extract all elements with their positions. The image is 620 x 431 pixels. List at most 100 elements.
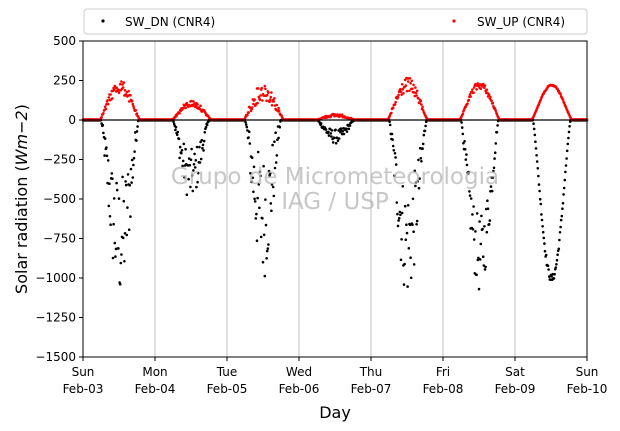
watermark: Grupo de Micrometeorologia IAG / USP (171, 164, 499, 215)
point (399, 258, 403, 262)
point (182, 142, 186, 146)
point (264, 87, 267, 91)
point (399, 90, 403, 93)
point (269, 95, 273, 99)
point (421, 142, 425, 146)
y-tick-label-1: 250 (53, 74, 76, 88)
point (125, 233, 129, 237)
point (178, 145, 182, 149)
point (267, 169, 271, 173)
point (267, 91, 270, 94)
point (414, 184, 417, 188)
point (250, 106, 254, 109)
point (327, 130, 330, 134)
point (337, 137, 341, 140)
point (265, 99, 268, 103)
point (104, 107, 108, 111)
point (193, 166, 197, 169)
point (496, 124, 499, 127)
point (494, 142, 498, 145)
point (392, 149, 396, 152)
x-tick-date-5: Feb-08 (423, 382, 464, 396)
point (406, 80, 410, 83)
point (467, 170, 471, 174)
point (418, 177, 421, 180)
point (181, 106, 185, 110)
point (476, 258, 480, 262)
point (112, 88, 116, 91)
point (424, 124, 427, 128)
y-tick-label-5: −750 (43, 232, 76, 246)
point (412, 263, 416, 266)
point (198, 161, 202, 164)
point (408, 223, 412, 227)
point (334, 141, 338, 145)
point (487, 93, 491, 97)
point (419, 157, 423, 160)
point (340, 113, 344, 116)
point (410, 79, 414, 83)
point (185, 193, 189, 196)
point (274, 131, 277, 134)
point (475, 273, 478, 277)
point (541, 230, 545, 234)
point (483, 268, 487, 271)
point (485, 230, 489, 234)
point (253, 200, 257, 203)
point (275, 154, 279, 157)
point (330, 129, 334, 132)
point (565, 157, 568, 160)
point (273, 166, 277, 170)
point (421, 109, 425, 112)
point (464, 158, 468, 161)
point (252, 190, 255, 194)
point (202, 149, 205, 152)
point (174, 128, 177, 132)
point (267, 243, 270, 246)
point (463, 148, 467, 151)
point (261, 260, 265, 264)
point (403, 262, 406, 266)
point (250, 180, 253, 184)
y-tick-label-8: −1500 (35, 350, 76, 364)
point (188, 163, 192, 167)
point (178, 156, 181, 160)
point (481, 82, 485, 86)
point (134, 109, 138, 112)
point (397, 219, 400, 222)
point (556, 253, 559, 256)
point (187, 177, 190, 181)
point (272, 100, 276, 103)
point (201, 143, 205, 147)
point (112, 197, 116, 200)
point (270, 91, 273, 94)
point (393, 174, 396, 177)
point (272, 194, 276, 198)
point (414, 91, 418, 95)
y-tick-label-6: −1000 (35, 271, 76, 285)
point (562, 193, 565, 196)
point (397, 93, 400, 97)
point (196, 103, 199, 106)
point (396, 224, 400, 228)
point (255, 239, 259, 242)
point (319, 122, 323, 125)
point (330, 135, 333, 138)
point (417, 186, 421, 190)
legend-marker-sw-up (452, 19, 456, 23)
point (559, 93, 562, 96)
point (277, 106, 280, 110)
point (263, 84, 267, 88)
point (544, 253, 548, 257)
point (274, 161, 278, 164)
point (483, 86, 486, 89)
point (117, 247, 120, 250)
point (416, 179, 420, 183)
point (201, 146, 204, 150)
point (329, 132, 333, 135)
point (103, 105, 107, 108)
point (121, 83, 124, 86)
point (541, 225, 544, 228)
legend-label-sw-dn: SW_DN (CNR4) (125, 15, 215, 29)
point (196, 171, 200, 175)
